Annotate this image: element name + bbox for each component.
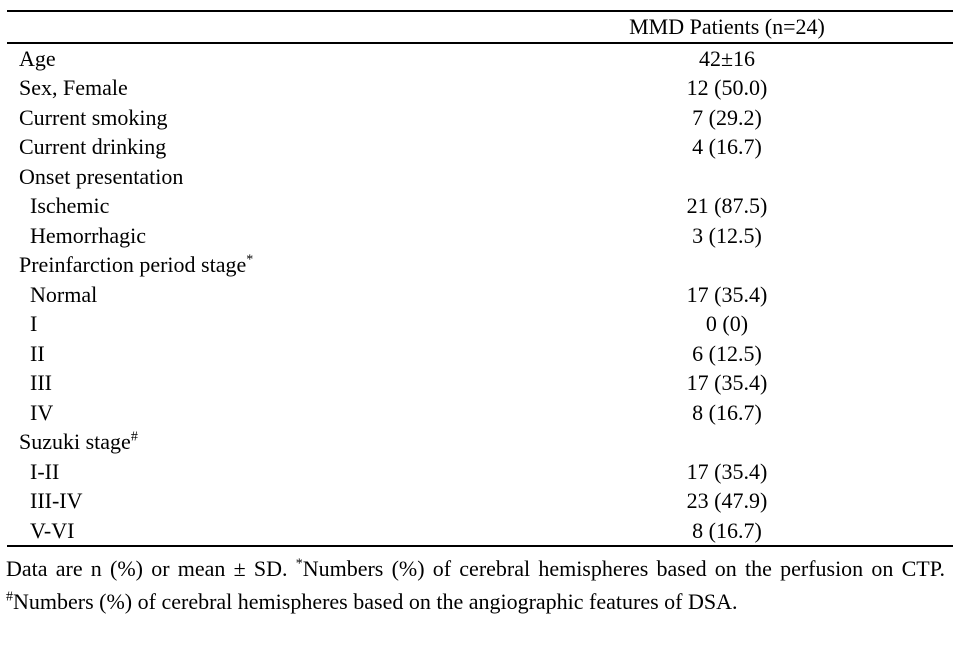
- row-value: 17 (35.4): [686, 281, 768, 307]
- row-value: 4 (16.7): [692, 134, 762, 159]
- table-row: Sex, Female 12 (50.0): [7, 73, 953, 103]
- table-row: Current smoking 7 (29.2): [7, 103, 953, 133]
- row-label: Current drinking: [19, 134, 167, 159]
- row-value: 6 (12.5): [692, 340, 762, 366]
- row-value: 8 (16.7): [692, 517, 762, 543]
- row-value: [499, 250, 953, 280]
- table-row: IV 8 (16.7): [7, 398, 953, 428]
- row-value: [499, 162, 953, 192]
- row-label: IV: [30, 399, 54, 425]
- table-row: Preinfarction period stage*: [7, 250, 953, 280]
- header-empty-cell: [7, 11, 499, 43]
- table-row: Normal 17 (35.4): [7, 280, 953, 310]
- footnote-superscript-marker: *: [295, 556, 303, 572]
- table-row: I-II 17 (35.4): [7, 457, 953, 487]
- row-value: 23 (47.9): [686, 488, 768, 513]
- row-value: 3 (12.5): [692, 222, 762, 248]
- row-label-superscript: *: [246, 252, 254, 268]
- table-row: III-IV 23 (47.9): [7, 486, 953, 516]
- table-row: Onset presentation: [7, 162, 953, 192]
- table-row: III 17 (35.4): [7, 368, 953, 398]
- row-label-cell: I-II: [7, 457, 499, 487]
- row-label-cell: Onset presentation: [7, 162, 499, 192]
- table-footnote: Data are n (%) or mean ± SD. *Numbers (%…: [0, 552, 953, 618]
- row-label: Ischemic: [30, 193, 110, 218]
- row-label: III-IV: [30, 488, 83, 513]
- header-row: MMD Patients (n=24): [7, 11, 953, 43]
- row-label-cell: Preinfarction period stage*: [7, 250, 499, 280]
- row-label: II: [30, 340, 45, 366]
- header-value-cell: MMD Patients (n=24): [629, 14, 825, 39]
- row-label-cell: Normal: [7, 280, 499, 310]
- row-label-cell: V-VI: [7, 516, 499, 547]
- row-label-cell: Current drinking: [7, 132, 499, 162]
- row-label-cell: Ischemic: [7, 191, 499, 221]
- table-row: II 6 (12.5): [7, 339, 953, 369]
- row-label: Age: [19, 45, 56, 71]
- row-label-cell: Sex, Female: [7, 73, 499, 103]
- row-label-cell: I: [7, 309, 499, 339]
- row-label: Normal: [30, 281, 98, 307]
- table-row: Suzuki stage#: [7, 427, 953, 457]
- row-label-cell: IV: [7, 398, 499, 428]
- row-label: Current smoking: [19, 104, 168, 130]
- row-value: 17 (35.4): [686, 458, 768, 484]
- row-label: III: [30, 370, 52, 395]
- table-row: Ischemic 21 (87.5): [7, 191, 953, 221]
- row-value: 21 (87.5): [686, 193, 768, 218]
- table-row: I 0 (0): [7, 309, 953, 339]
- row-label: Suzuki stage: [19, 429, 131, 454]
- row-label-cell: Current smoking: [7, 103, 499, 133]
- row-label-cell: III: [7, 368, 499, 398]
- footnote-text: Data are n (%) or mean ± SD.: [6, 556, 296, 581]
- row-value: 17 (35.4): [686, 370, 768, 395]
- row-label-cell: Hemorrhagic: [7, 221, 499, 251]
- row-label: I: [30, 311, 38, 336]
- row-value: 7 (29.2): [692, 104, 762, 130]
- row-label: Hemorrhagic: [30, 222, 147, 248]
- row-value: [499, 427, 953, 457]
- row-label: Preinfarction period stage: [19, 252, 247, 277]
- row-label-cell: Suzuki stage#: [7, 427, 499, 457]
- footnote-text: Numbers (%) of cerebral hemispheres base…: [302, 556, 946, 581]
- row-label-cell: III-IV: [7, 486, 499, 516]
- row-label: Sex, Female: [19, 75, 128, 100]
- row-label-superscript: #: [130, 429, 138, 445]
- row-label: I-II: [30, 458, 60, 484]
- row-label: Onset presentation: [19, 163, 184, 189]
- table-row: V-VI 8 (16.7): [7, 516, 953, 547]
- footnote-text: Numbers (%) of cerebral hemispheres base…: [13, 589, 738, 614]
- row-label-cell: II: [7, 339, 499, 369]
- row-label: V-VI: [30, 517, 75, 543]
- row-value: 12 (50.0): [686, 75, 768, 100]
- table-row: Age 42±16: [7, 43, 953, 74]
- patient-characteristics-table: MMD Patients (n=24) Age 42±16 Sex, Femal…: [7, 10, 953, 547]
- table-row: Current drinking 4 (16.7): [7, 132, 953, 162]
- row-value: 42±16: [698, 45, 756, 71]
- row-value: 0 (0): [705, 311, 749, 336]
- footnote-superscript-marker: #: [6, 589, 13, 605]
- row-label-cell: Age: [7, 43, 499, 74]
- table-row: Hemorrhagic 3 (12.5): [7, 221, 953, 251]
- row-value: 8 (16.7): [692, 399, 762, 425]
